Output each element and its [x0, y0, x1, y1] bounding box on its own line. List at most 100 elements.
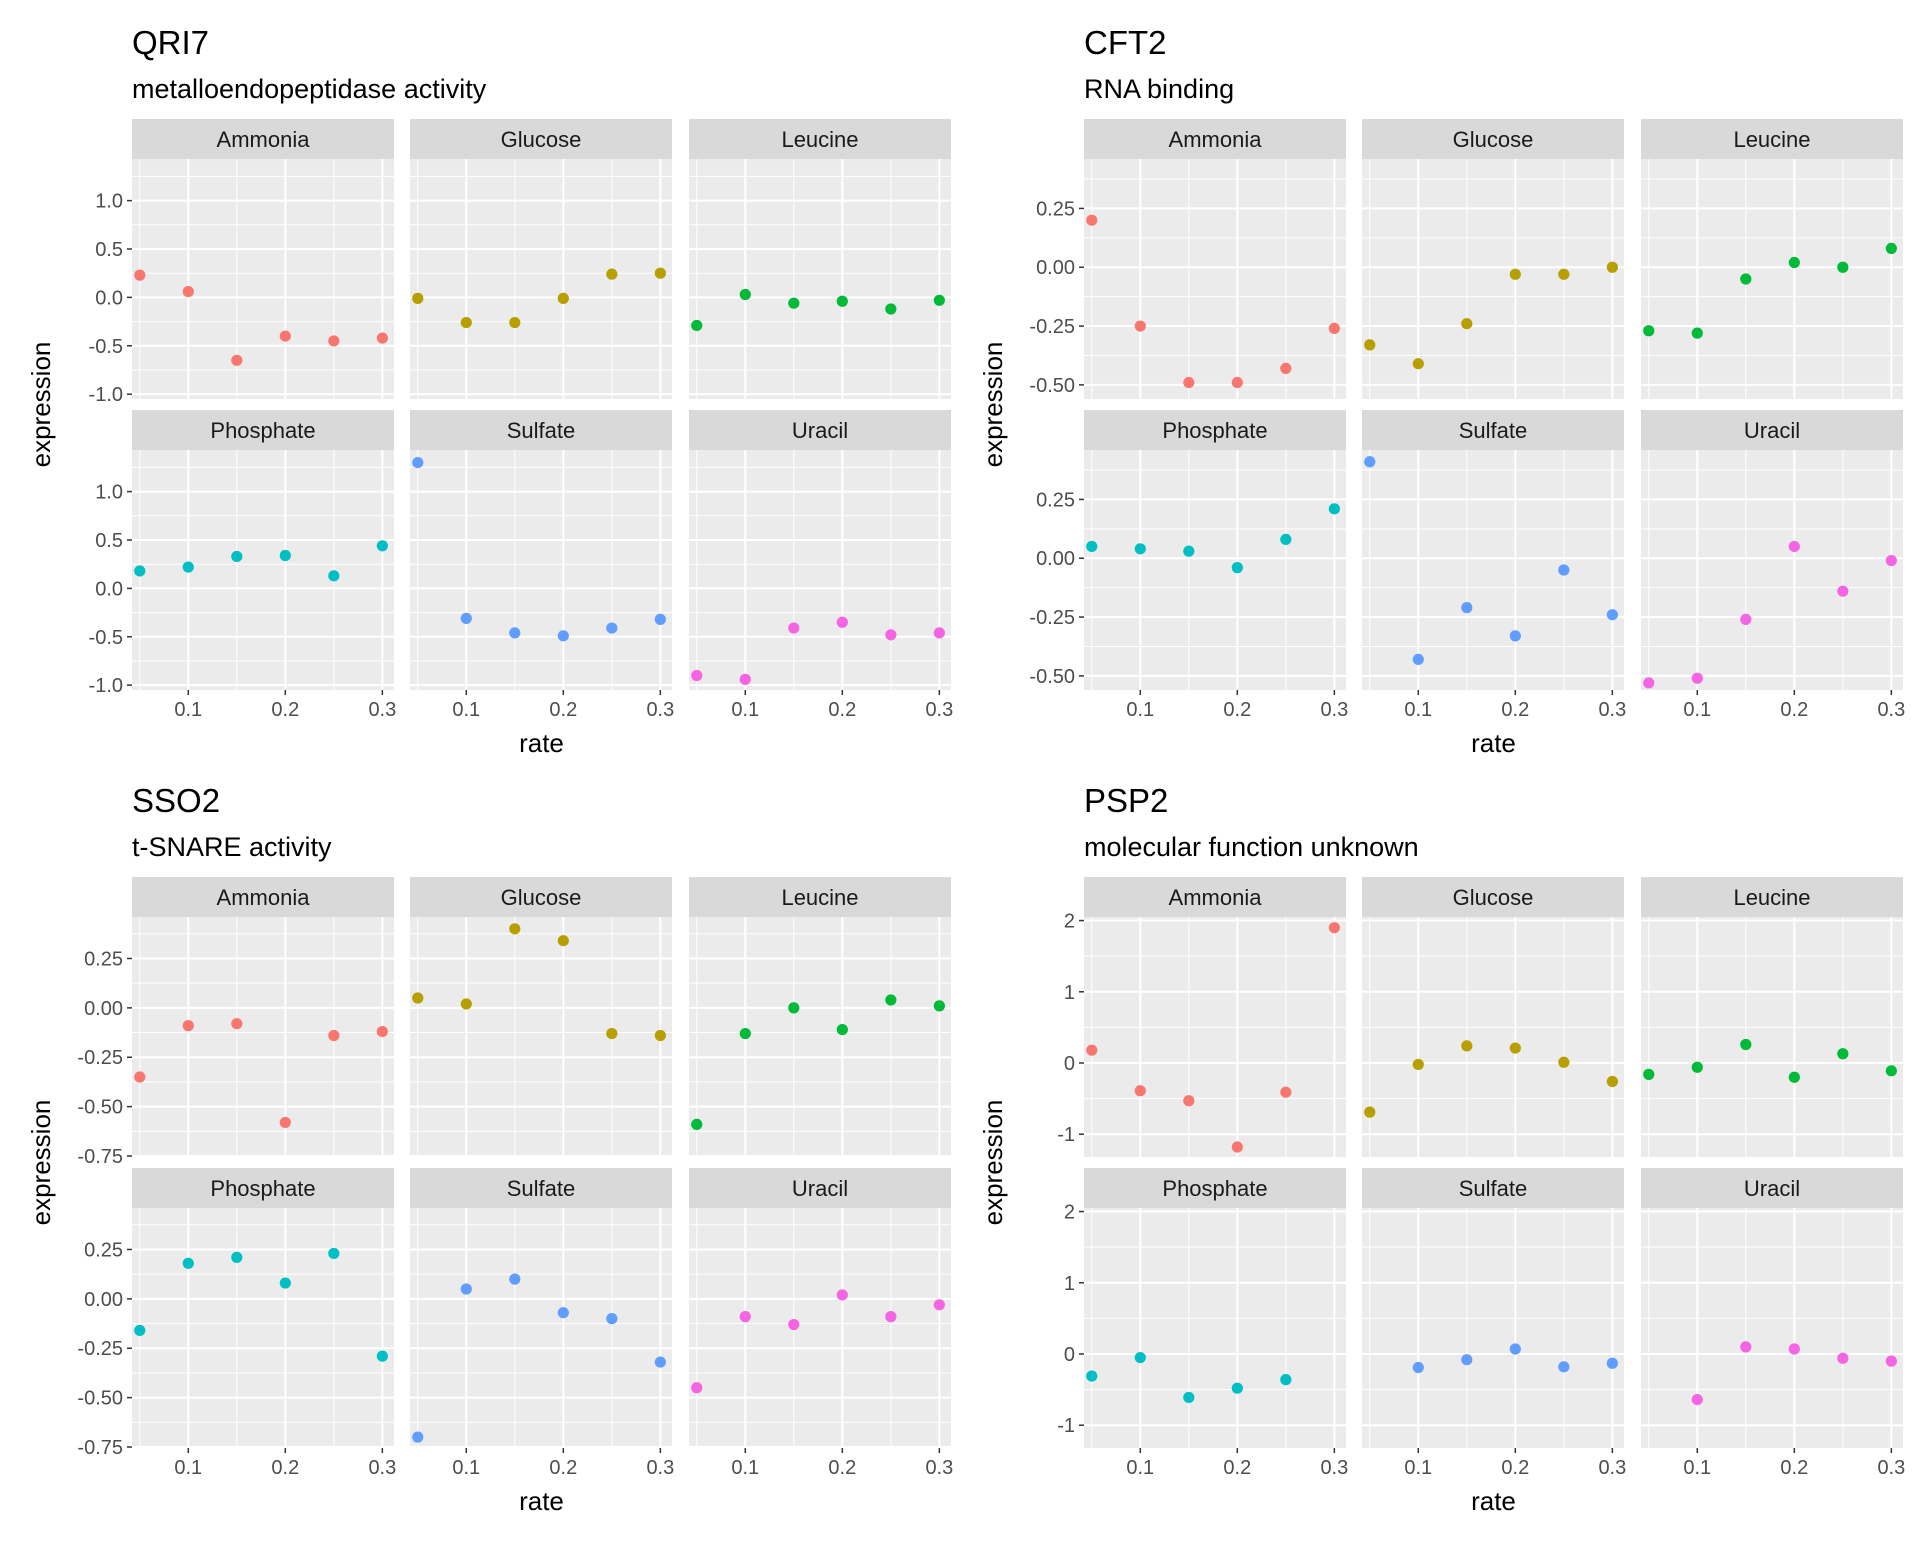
data-point — [1328, 503, 1340, 515]
data-point — [788, 1318, 800, 1331]
facet-strip-label: Sulfate — [507, 1176, 576, 1201]
data-point — [1691, 672, 1703, 684]
y-tick-label: 1.0 — [95, 482, 123, 504]
panel-background — [1362, 1208, 1624, 1448]
data-point — [1740, 273, 1752, 285]
data-point — [1788, 1343, 1800, 1355]
facet-strip-label: Glucose — [1453, 885, 1534, 910]
data-point — [654, 1356, 666, 1368]
chart-title: CFT2 — [1084, 24, 1167, 61]
data-point — [328, 1029, 340, 1042]
facet-panel-sulfate: Sulfate 0.1 0.2 0.3 — [410, 410, 674, 721]
y-tick-label: -0.50 — [1029, 666, 1075, 688]
data-point — [134, 1324, 146, 1337]
data-point — [836, 616, 848, 628]
data-point — [231, 550, 243, 563]
data-point — [1280, 1374, 1292, 1386]
data-point — [557, 630, 569, 642]
chart-title: QRI7 — [132, 24, 209, 61]
y-tick-label: -0.25 — [77, 1047, 123, 1069]
data-point — [1183, 1391, 1195, 1404]
data-point — [182, 1020, 194, 1032]
data-point — [836, 1023, 848, 1036]
data-point — [1461, 602, 1473, 614]
facet-panel-leucine: Leucine — [689, 119, 951, 399]
data-point — [1885, 1065, 1897, 1077]
data-point — [1837, 585, 1849, 597]
data-point — [134, 1071, 146, 1083]
data-point — [1691, 1061, 1703, 1073]
facet-strip-label: Phosphate — [210, 418, 315, 443]
x-tick-label: 0.2 — [271, 699, 299, 721]
facet-strip-label: Uracil — [792, 1176, 848, 1201]
data-point — [933, 294, 945, 306]
x-tick-label: 0.3 — [1320, 699, 1348, 721]
data-point — [509, 923, 521, 935]
data-point — [654, 613, 666, 625]
y-tick-label: -0.25 — [1029, 607, 1075, 629]
x-tick-label: 0.3 — [368, 699, 396, 721]
x-tick-label: 0.3 — [1320, 1457, 1348, 1479]
x-tick-label: 0.1 — [1683, 699, 1711, 721]
x-tick-label: 0.3 — [1877, 699, 1905, 721]
panel-background — [410, 917, 672, 1157]
facet-panel-phosphate: Phosphate -0.50 -0.25 0.00 0.25 0.1 0.2 0.3 — [1029, 410, 1348, 721]
panel-background — [1362, 450, 1624, 690]
y-tick-label: -1 — [1057, 1124, 1075, 1146]
data-point — [788, 1002, 800, 1014]
x-tick-label: 0.1 — [452, 699, 480, 721]
facet-strip-label: Leucine — [1733, 127, 1810, 152]
facet-panel-glucose: Glucose — [1362, 877, 1624, 1157]
data-point — [1885, 242, 1897, 255]
panel-background — [410, 159, 672, 399]
facet-panel-glucose: Glucose — [1362, 119, 1624, 399]
data-point — [1231, 376, 1243, 389]
x-tick-label: 0.1 — [174, 1457, 202, 1479]
facet-strip — [132, 877, 394, 917]
facet-strip-label: Phosphate — [210, 1176, 315, 1201]
chart-subtitle: molecular function unknown — [1084, 832, 1419, 862]
data-point — [1364, 1106, 1376, 1118]
facet-panel-ammonia: Ammonia -1.0 -0.5 0.0 0.5 1.0 — [89, 119, 394, 406]
chart-title: PSP2 — [1084, 782, 1168, 819]
y-tick-label: 0.5 — [95, 239, 123, 261]
data-point — [509, 1273, 521, 1285]
data-point — [1740, 613, 1752, 626]
facet-strip-label: Glucose — [501, 127, 582, 152]
panel-background — [689, 450, 951, 690]
data-point — [1231, 1382, 1243, 1394]
facet-strip — [689, 410, 951, 450]
data-point — [376, 1350, 388, 1362]
data-point — [1086, 1044, 1098, 1056]
data-point — [1412, 1361, 1424, 1374]
data-point — [1509, 268, 1521, 280]
facet-strip — [1084, 119, 1346, 159]
facet-panel-sulfate: Sulfate 0.1 0.2 0.3 — [1362, 1168, 1626, 1479]
data-point — [1558, 564, 1570, 576]
data-point — [1086, 214, 1098, 226]
data-point — [1183, 376, 1195, 389]
y-tick-label: -1.0 — [89, 675, 123, 697]
facet-panel-sulfate: Sulfate 0.1 0.2 0.3 — [1362, 410, 1626, 721]
y-tick-label: 2 — [1064, 911, 1075, 933]
x-axis-label: rate — [519, 1486, 564, 1516]
y-axis-label: expression — [978, 342, 1008, 468]
facet-strip-label: Phosphate — [1162, 1176, 1267, 1201]
y-tick-label: -0.5 — [89, 336, 123, 358]
data-point — [691, 1382, 703, 1394]
data-point — [1788, 256, 1800, 269]
data-point — [1134, 543, 1146, 555]
x-tick-label: 0.3 — [1598, 1457, 1626, 1479]
facet-panel-glucose: Glucose — [410, 877, 672, 1158]
facet-strip — [410, 1168, 672, 1208]
data-point — [691, 319, 703, 332]
data-point — [412, 292, 424, 304]
facet-panel-phosphate: Phosphate -1.0 -0.5 0.0 0.5 1.0 0.1 0.2 0.3 — [89, 410, 396, 721]
data-point — [460, 612, 472, 624]
data-point — [1837, 1048, 1849, 1060]
x-tick-label: 0.2 — [828, 699, 856, 721]
facet-panel-leucine: Leucine — [689, 877, 951, 1158]
data-point — [1328, 322, 1340, 335]
data-point — [279, 549, 291, 562]
data-point — [1461, 1040, 1473, 1052]
